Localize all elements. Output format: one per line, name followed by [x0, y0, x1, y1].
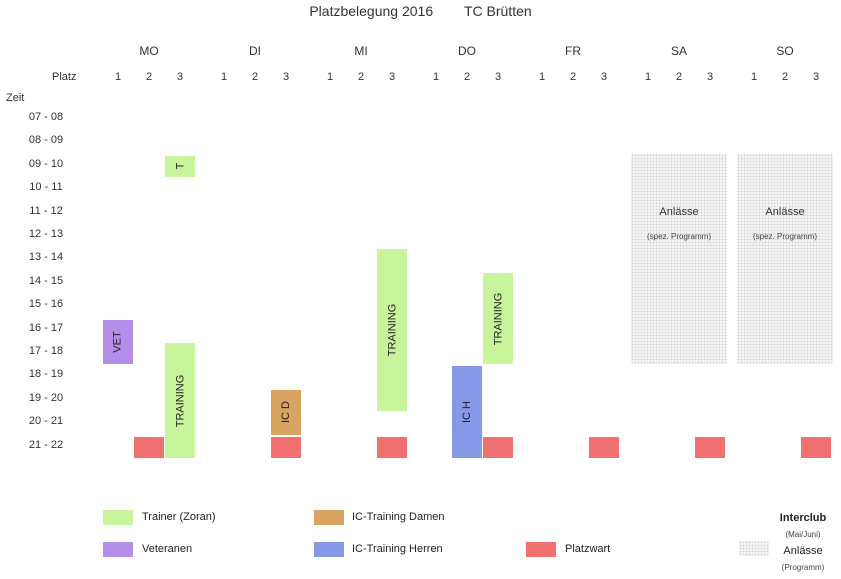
booking-block-platzwart	[483, 436, 513, 458]
anlaesse-subtitle: (spez. Programm)	[752, 231, 817, 241]
court-number: 2	[569, 71, 577, 83]
court-number: 1	[432, 71, 440, 83]
day-header: SA	[670, 44, 687, 58]
booking-label: TRAINING	[492, 292, 504, 345]
legend-label-trainer: Trainer (Zoran)	[142, 511, 216, 523]
time-slot: 16 - 17	[28, 321, 64, 334]
time-slot: 20 - 21	[28, 415, 64, 428]
booking-label: VET	[112, 331, 124, 353]
legend-swatch-veteranen	[103, 542, 133, 557]
page-title: Platzbelegung 2016 TC Brütten	[309, 3, 532, 19]
booking-block-platzwart	[695, 436, 725, 458]
legend-sub-interclub: (Mai/Juni)	[785, 530, 821, 539]
court-number: 2	[463, 71, 471, 83]
booking-block-ic-damen: IC D	[271, 389, 301, 435]
booking-label: TRAINING	[386, 304, 398, 357]
booking-label: IC H	[461, 401, 473, 424]
legend-swatch-ic-damen	[314, 510, 344, 525]
anlaesse-block	[737, 153, 833, 365]
legend-label-platzwart: Platzwart	[565, 543, 611, 555]
booking-block-platzwart	[801, 436, 831, 458]
court-number: 3	[282, 71, 290, 83]
time-slot: 09 - 10	[28, 157, 64, 170]
anlaesse-subtitle: (spez. Programm)	[646, 231, 711, 241]
booking-label: TRAINING	[174, 374, 186, 427]
court-number: 2	[675, 71, 683, 83]
day-header: MO	[139, 44, 159, 58]
court-number: 3	[706, 71, 714, 83]
court-number: 1	[220, 71, 228, 83]
legend-sub-anlaesse: (Programm)	[781, 563, 825, 572]
booking-block-veteranen: VET	[103, 319, 133, 365]
day-header: FR	[565, 44, 581, 58]
day-header: DI	[249, 44, 261, 58]
time-slot: 18 - 19	[28, 368, 64, 381]
legend-label-ic-damen: IC-Training Damen	[352, 511, 445, 523]
booking-block-platzwart	[377, 436, 407, 458]
court-number: 3	[176, 71, 184, 83]
booking-block-trainer: TRAINING	[483, 272, 513, 365]
court-number: 1	[114, 71, 122, 83]
time-slot: 17 - 18	[28, 345, 64, 357]
time-slot: 08 - 09	[28, 134, 64, 147]
booking-block-trainer: T	[165, 155, 195, 178]
day-header: MI	[354, 44, 368, 58]
court-number: 3	[600, 71, 608, 83]
time-slot: 12 - 13	[28, 228, 64, 240]
legend-label-veteranen: Veteranen	[142, 543, 193, 555]
court-number: 1	[538, 71, 546, 83]
legend-swatch-trainer	[103, 510, 133, 525]
platz-label: Platz	[52, 71, 77, 83]
legend-swatch-anlaesse	[739, 541, 769, 556]
day-header: DO	[458, 44, 476, 58]
time-slot: 11 - 12	[29, 204, 63, 217]
booking-label: T	[173, 163, 186, 170]
court-number: 3	[812, 71, 820, 83]
booking-block-platzwart	[589, 436, 619, 458]
legend-swatch-platzwart	[526, 542, 556, 557]
legend-label-interclub: Interclub	[779, 512, 827, 524]
booking-block-platzwart	[271, 436, 301, 458]
court-number: 2	[251, 71, 259, 83]
anlaesse-title: Anlässe	[659, 205, 699, 218]
court-number: 1	[644, 71, 652, 83]
time-slot: 07 - 08	[28, 111, 64, 123]
court-number: 3	[494, 71, 502, 83]
court-number: 2	[145, 71, 153, 83]
anlaesse-title: Anlässe	[765, 205, 805, 218]
booking-block-platzwart	[134, 436, 164, 458]
day-header: SO	[776, 44, 794, 58]
time-slot: 10 - 11	[29, 181, 63, 194]
time-slot: 21 - 22	[28, 438, 64, 451]
court-number: 1	[326, 71, 334, 83]
time-slot: 15 - 16	[28, 298, 64, 311]
time-slot: 19 - 20	[28, 391, 64, 404]
court-number: 2	[357, 71, 365, 83]
court-number: 3	[388, 71, 396, 83]
time-slot: 14 - 15	[28, 274, 64, 287]
booking-label: IC D	[280, 401, 292, 424]
court-number: 1	[750, 71, 758, 83]
booking-block-trainer: TRAINING	[377, 249, 407, 412]
booking-block-trainer: TRAINING	[165, 343, 195, 458]
legend-label-ic-herren: IC-Training Herren	[352, 543, 443, 555]
zeit-label: Zeit	[6, 92, 25, 104]
time-slot: 13 - 14	[28, 251, 64, 264]
anlaesse-block	[631, 153, 727, 365]
legend-swatch-ic-herren	[314, 542, 344, 557]
legend-label-anlaesse: Anlässe	[783, 545, 823, 557]
booking-block-ic-herren: IC H	[452, 366, 482, 458]
court-number: 2	[781, 71, 789, 83]
